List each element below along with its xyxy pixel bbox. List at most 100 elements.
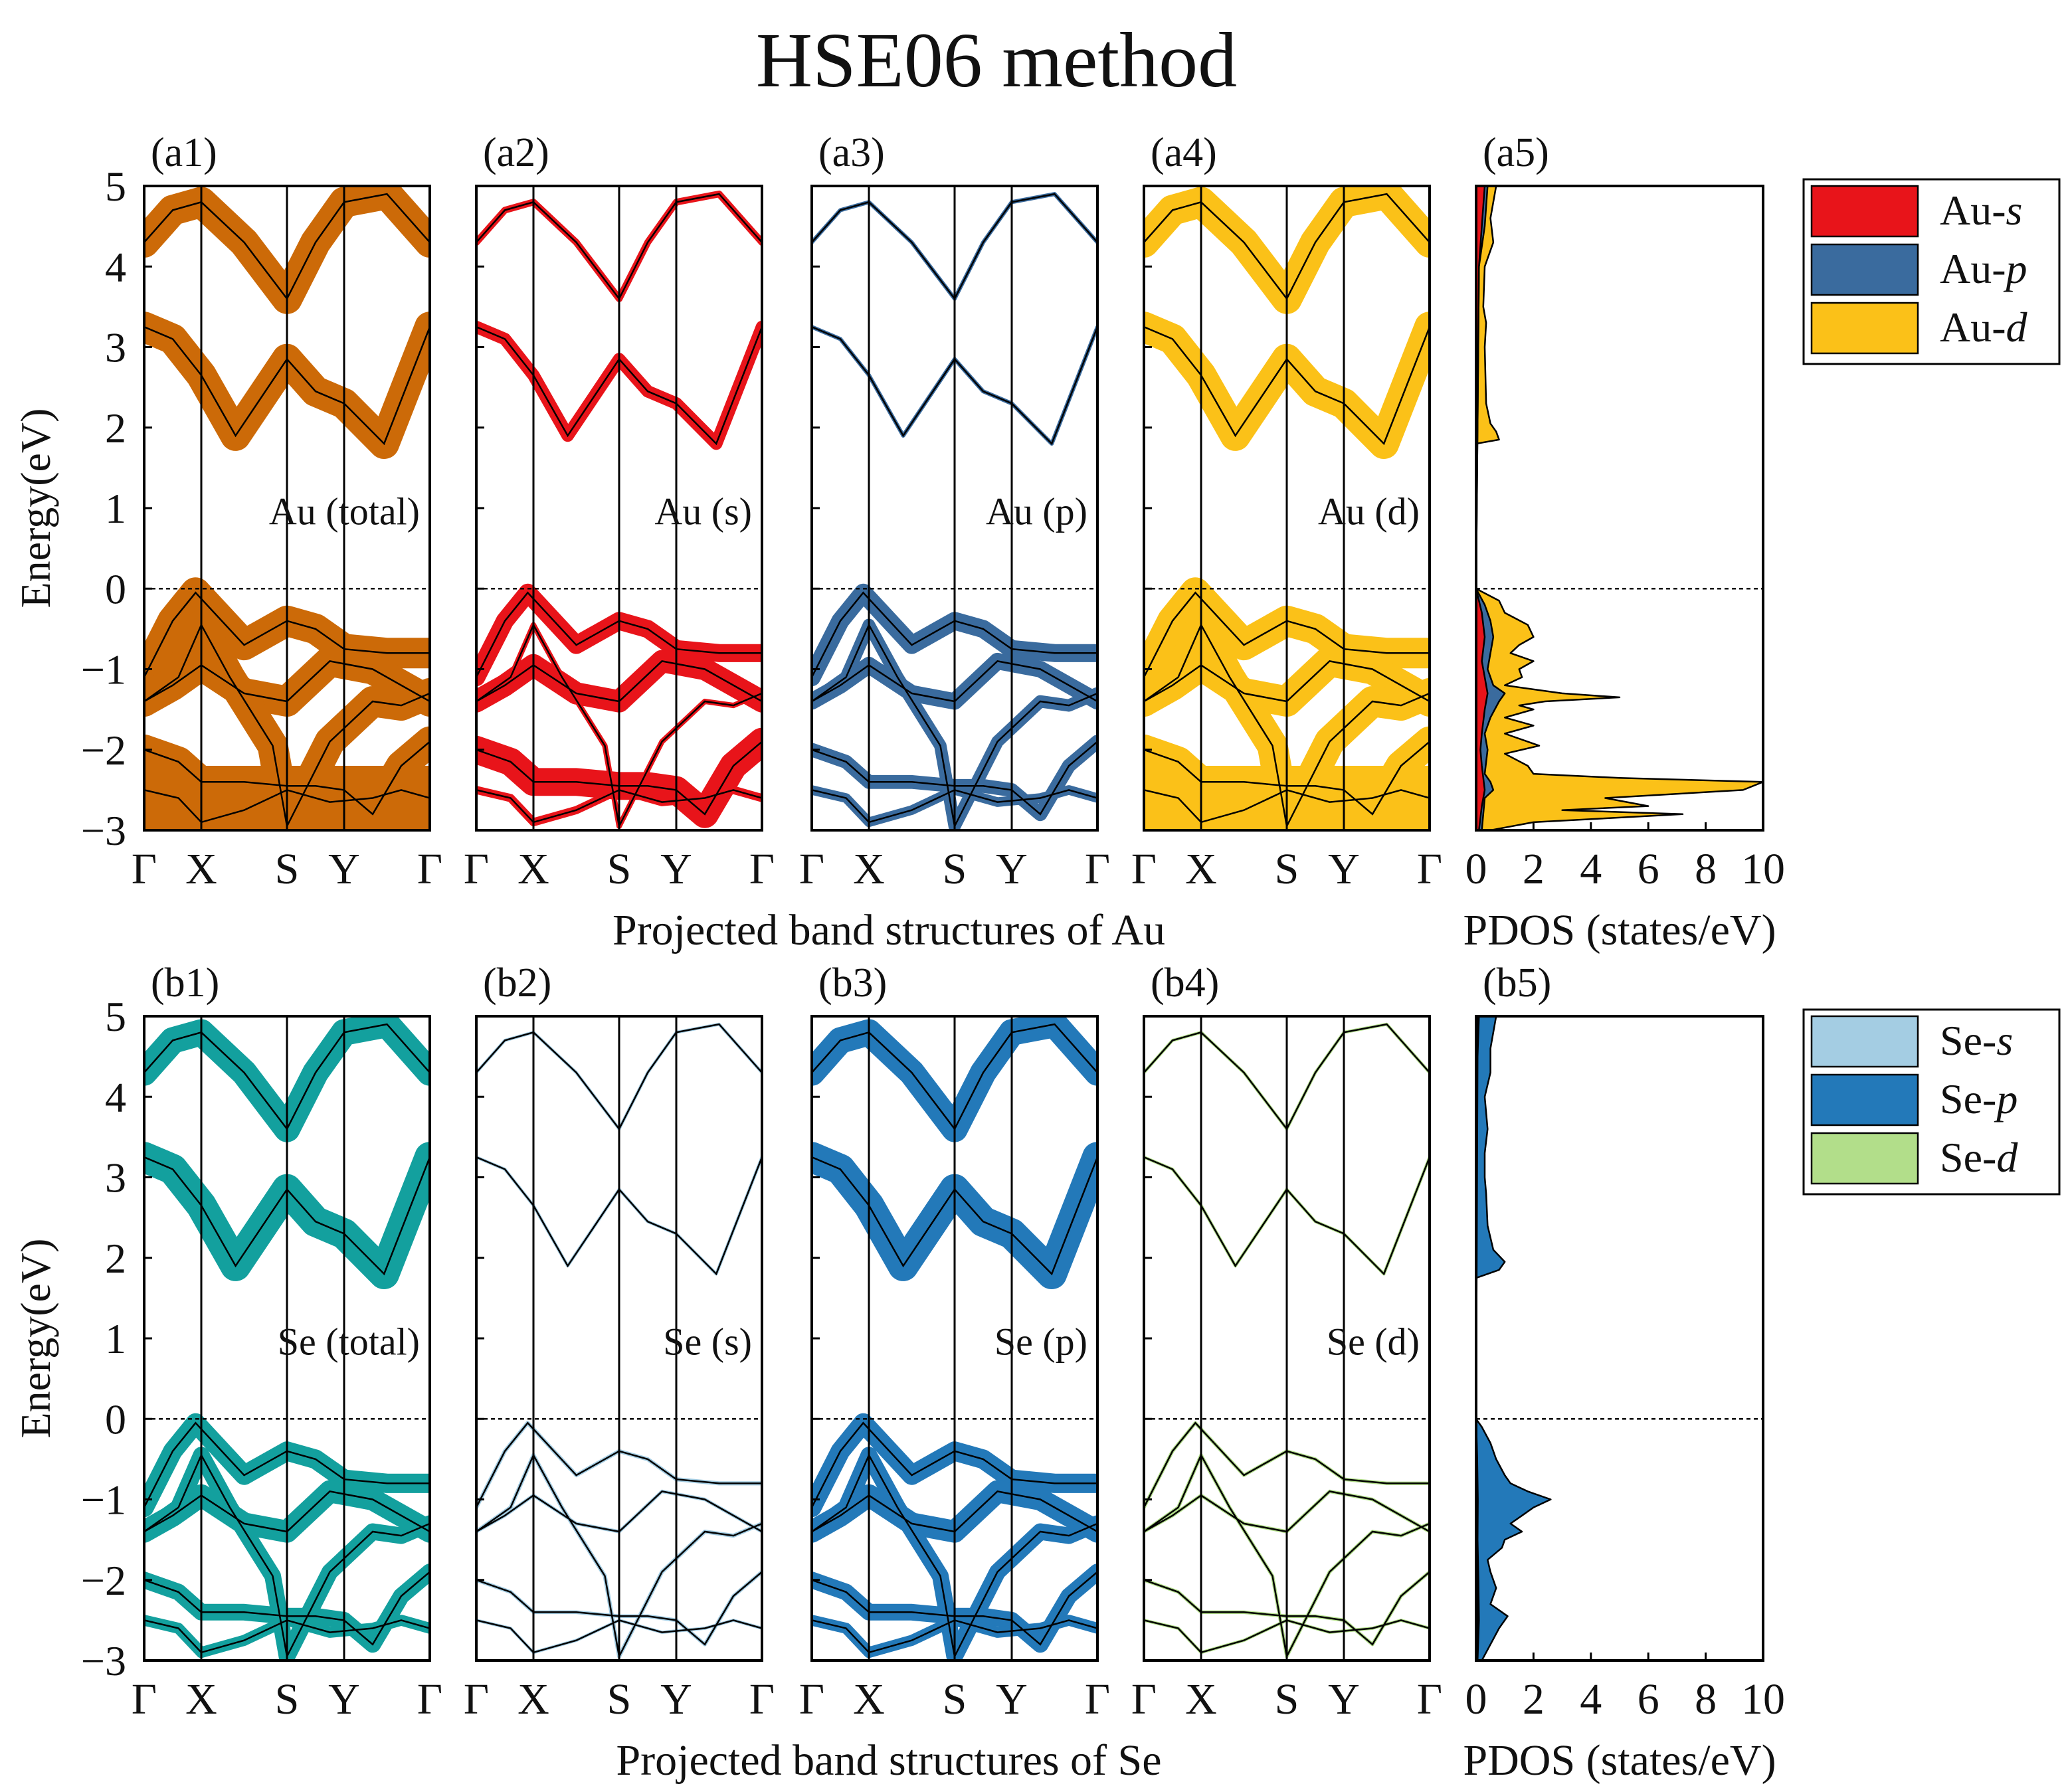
k-point-label: S	[943, 845, 967, 893]
k-point-label: X	[517, 1675, 549, 1724]
legend-swatch-s	[1810, 1015, 1919, 1068]
legend-orbital: p	[2004, 245, 2027, 292]
pdos-x-tick-label: 4	[1580, 1675, 1602, 1724]
pdos-panel-b5: 0 2 4 6 8 10 (b5) PDOS (states/eV)	[1463, 960, 1785, 1785]
k-point-label: S	[1275, 845, 1299, 893]
y-tick-label: −1	[81, 646, 126, 693]
k-point-label: Γ	[1131, 1675, 1157, 1724]
legend-label: Se-d	[1940, 1134, 2018, 1181]
panel-label: (b3)	[818, 960, 887, 1006]
band-line-VB4	[1144, 741, 1430, 816]
k-point-label: Y	[660, 845, 692, 893]
panel-label: (a3)	[818, 130, 885, 175]
y-tick-label: 3	[105, 324, 126, 371]
band-line-VB2	[812, 1490, 1097, 1533]
k-point-label: S	[275, 845, 300, 893]
k-point-label: Γ	[132, 845, 157, 893]
panel-annotation: Se (d)	[1327, 1320, 1420, 1363]
legend-b: Se-s Se-p Se-d	[1802, 1008, 2061, 1196]
k-point-label: X	[853, 1675, 885, 1724]
k-point-label: S	[1275, 1675, 1299, 1724]
k-point-label: Γ	[1085, 845, 1110, 893]
pdos-x-tick-label: 0	[1465, 1675, 1487, 1724]
legend-swatch-d	[1810, 302, 1919, 355]
band-line-VB2	[144, 1490, 430, 1533]
band-panel-a2: Γ X S Y Γ(a2)Au (s)	[464, 130, 775, 893]
y-tick-label: 0	[105, 1395, 126, 1443]
legend-swatch-s	[1810, 185, 1919, 238]
k-point-label: Y	[328, 845, 360, 893]
k-point-label: Γ	[799, 1675, 824, 1724]
band-line-VB4	[144, 1571, 430, 1646]
band-line-VB4	[144, 741, 430, 816]
pdos-area-Se-p	[1476, 1016, 1552, 1660]
pdos-x-tick-label: 6	[1638, 845, 1659, 893]
pdos-x-tick-label: 8	[1695, 845, 1717, 893]
k-point-label: Y	[996, 845, 1028, 893]
k-point-label: Γ	[417, 845, 442, 893]
panel-annotation: Au (p)	[986, 490, 1087, 533]
legend-swatch-p	[1810, 243, 1919, 296]
pdos-panel-label: (b5)	[1483, 960, 1551, 1006]
y-tick-label: 2	[105, 404, 126, 452]
band-panel-b3: Γ X S Y Γ(b3)Se (p)	[799, 960, 1110, 1724]
figure-title: HSE06 method	[756, 17, 1237, 104]
legend-label: Au-d	[1940, 304, 2028, 351]
y-axis-label: Energy(eV)	[12, 1239, 59, 1439]
y-tick-label: 3	[105, 1154, 126, 1202]
k-point-label: X	[1185, 845, 1217, 893]
pdos-area-Au-d	[1476, 186, 1763, 830]
row-xlabel: Projected band structures of Se	[616, 1736, 1161, 1785]
pdos-frame	[1475, 1015, 1764, 1662]
pdos-curves	[1476, 1016, 1552, 1660]
legend-label: Au-p	[1940, 245, 2027, 292]
band-panel-a3: Γ X S Y Γ(a3)Au (p)	[799, 130, 1110, 893]
panel-annotation: Se (s)	[663, 1320, 752, 1363]
k-point-label: Y	[1328, 845, 1360, 893]
k-point-label: S	[275, 1675, 300, 1724]
k-point-label: X	[1185, 1675, 1217, 1724]
panel-annotation: Au (s)	[654, 490, 752, 533]
legend-orbital: p	[1994, 1075, 2018, 1122]
legend-label: Se-s	[1940, 1017, 2013, 1064]
pdos-area-Au-s	[1476, 186, 1489, 830]
y-tick-label: −3	[81, 807, 126, 854]
pdos-curves	[1476, 186, 1763, 830]
k-point-label: X	[185, 845, 217, 893]
pdos-panel-a5: 0 2 4 6 8 10 (a5) PDOS (states/eV)	[1463, 130, 1785, 954]
k-point-label: Γ	[749, 845, 775, 893]
pdos-x-tick-label: 8	[1695, 1675, 1717, 1724]
k-point-label: Γ	[417, 1675, 442, 1724]
pdos-x-tick-label: 6	[1638, 1675, 1659, 1724]
band-panel-b4: Γ X S Y Γ(b4)Se (d)	[1131, 960, 1442, 1724]
panel-label: (b1)	[151, 960, 219, 1006]
k-point-label: Y	[996, 1675, 1028, 1724]
k-point-label: Γ	[464, 845, 489, 893]
band-line-VB2	[812, 660, 1097, 703]
y-tick-label: −1	[81, 1477, 126, 1524]
band-line-VB2	[476, 660, 762, 703]
pdos-x-tick-label: 0	[1465, 845, 1487, 893]
band-line-VB4	[1144, 1571, 1430, 1646]
band-line-VB2	[476, 1490, 762, 1533]
y-axis-label: Energy(eV)	[12, 408, 59, 608]
y-tick-label: 0	[105, 565, 126, 612]
y-tick-label: −3	[81, 1637, 126, 1684]
y-tick-label: 5	[105, 993, 126, 1040]
panel-label: (a4)	[1151, 130, 1217, 175]
band-line-VB2	[1144, 660, 1430, 703]
band-line-VB2	[1144, 1490, 1430, 1533]
band-panel-b2: Γ X S Y Γ(b2)Se (s)	[464, 960, 775, 1724]
k-point-label: S	[607, 1675, 632, 1724]
legend-a: Au-s Au-p Au-d	[1802, 178, 2061, 365]
pdos-x-tick-label: 4	[1580, 845, 1602, 893]
k-point-label: Γ	[799, 845, 824, 893]
legend-orbital: s	[1996, 1017, 2013, 1064]
k-point-label: S	[943, 1675, 967, 1724]
pdos-xlabel: PDOS (states/eV)	[1463, 906, 1776, 954]
y-tick-label: 4	[105, 243, 126, 290]
k-point-label: S	[607, 845, 632, 893]
k-point-label: Γ	[1131, 845, 1157, 893]
